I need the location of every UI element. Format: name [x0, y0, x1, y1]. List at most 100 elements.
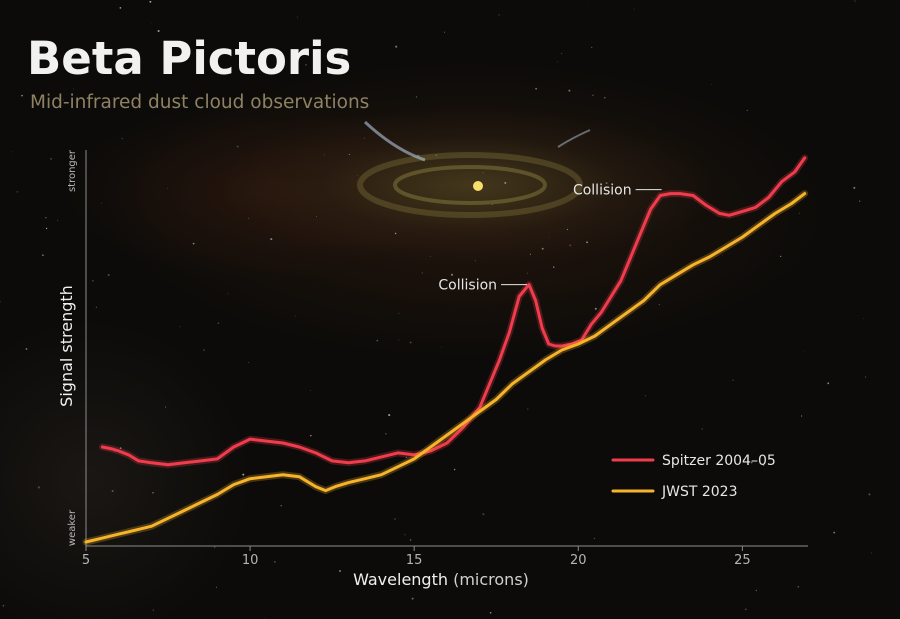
background-star	[870, 552, 872, 554]
background-star	[593, 537, 595, 539]
x-axis-label: Wavelength (microns)	[353, 570, 529, 589]
background-star	[91, 279, 94, 282]
background-star	[833, 531, 836, 534]
background-star	[409, 539, 412, 541]
y-tick-bottom: weaker	[67, 509, 78, 546]
background-star	[644, 395, 646, 397]
background-star	[398, 339, 400, 341]
background-star	[152, 491, 154, 494]
background-star	[247, 217, 250, 219]
background-star	[421, 272, 423, 274]
background-star	[264, 617, 266, 619]
background-star	[339, 570, 341, 572]
background-star	[482, 172, 484, 174]
x-axis-label-unit: (microns)	[453, 570, 529, 589]
background-star	[566, 228, 568, 230]
background-star	[744, 608, 747, 611]
x-tick-label: 10	[242, 553, 259, 568]
background-star	[762, 464, 765, 466]
background-star	[474, 583, 476, 585]
background-star	[21, 94, 23, 97]
background-star	[409, 341, 412, 344]
background-star	[652, 197, 653, 199]
background-star	[280, 505, 282, 507]
background-star	[864, 376, 867, 378]
background-star	[214, 546, 216, 548]
background-star	[435, 154, 437, 156]
annotation-label: Collision	[573, 183, 632, 199]
background-star	[357, 175, 359, 176]
y-axis-label: Signal strength	[57, 285, 76, 407]
background-star	[591, 46, 593, 49]
background-star	[722, 254, 723, 256]
annotation-label: Collision	[438, 278, 497, 294]
background-star	[69, 545, 70, 546]
background-star	[121, 137, 124, 140]
background-star	[119, 447, 122, 449]
background-star	[444, 31, 446, 33]
background-star	[504, 181, 507, 184]
background-star	[588, 4, 590, 6]
background-star	[310, 434, 312, 437]
background-star	[167, 187, 169, 189]
chart-title: Beta Pictoris	[27, 32, 352, 85]
x-tick-label: 15	[406, 553, 423, 568]
x-tick-label: 20	[570, 553, 587, 568]
background-star	[742, 459, 745, 461]
background-star	[453, 468, 456, 471]
background-star	[429, 256, 431, 258]
background-star	[594, 307, 597, 310]
background-star	[498, 14, 500, 16]
x-axis-label-main: Wavelength	[353, 570, 448, 589]
background-star	[746, 109, 748, 111]
background-star	[560, 52, 563, 55]
background-star	[101, 202, 102, 204]
background-star	[363, 137, 366, 139]
background-star	[165, 406, 166, 408]
background-star	[529, 253, 532, 255]
background-star	[411, 597, 414, 600]
background-star	[0, 300, 1, 303]
background-star	[388, 414, 391, 417]
background-star	[489, 611, 492, 614]
background-star	[526, 272, 528, 274]
background-star	[801, 415, 803, 417]
background-star	[16, 191, 19, 193]
background-star	[633, 8, 635, 10]
background-star	[541, 247, 544, 250]
background-star	[853, 186, 856, 189]
background-star	[316, 216, 317, 218]
background-star	[227, 293, 229, 294]
legend: Spitzer 2004–05 JWST 2023	[611, 453, 776, 500]
star-icon	[473, 181, 483, 191]
background-star	[482, 513, 485, 516]
comet-icon	[557, 129, 591, 148]
background-star	[192, 242, 195, 245]
background-star	[73, 88, 74, 90]
background-star	[535, 87, 537, 90]
y-tick-top: stronger	[67, 149, 78, 192]
x-tick-label: 5	[82, 553, 90, 568]
series-glow-0	[98, 154, 809, 469]
background-star	[111, 489, 114, 493]
background-star	[797, 586, 799, 588]
background-star	[11, 151, 13, 153]
background-star	[405, 456, 407, 458]
background-star	[394, 518, 396, 520]
background-star	[179, 326, 181, 328]
background-star	[242, 473, 245, 476]
background-star	[827, 382, 830, 385]
background-star	[217, 322, 220, 324]
background-star	[557, 61, 558, 62]
background-star	[152, 609, 154, 611]
background-star	[569, 244, 572, 247]
background-star	[323, 154, 325, 156]
background-star	[203, 349, 205, 351]
background-star	[658, 304, 660, 306]
background-star	[404, 534, 406, 536]
background-star	[395, 45, 398, 48]
background-star	[441, 346, 442, 348]
series-line-spitzer	[100, 156, 807, 467]
